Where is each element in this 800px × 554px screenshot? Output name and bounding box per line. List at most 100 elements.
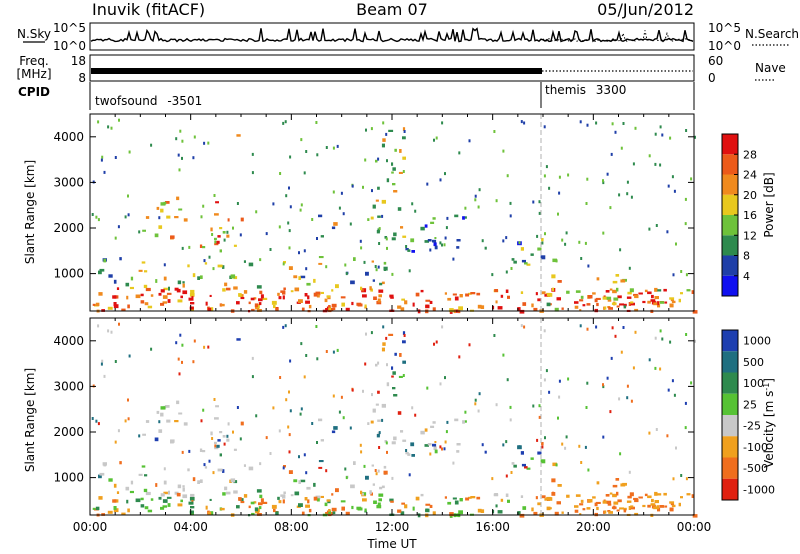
power-cell	[390, 296, 394, 299]
velocity-cell	[300, 479, 306, 483]
power-cell	[517, 307, 521, 311]
power-cell	[397, 305, 402, 309]
power-cell	[220, 303, 225, 307]
velocity-cell	[505, 440, 508, 444]
velocity-cell	[177, 503, 183, 507]
velocity-cell	[197, 480, 200, 484]
velocity-cell	[163, 467, 166, 471]
power-cell	[364, 158, 367, 162]
velocity-cell	[524, 466, 528, 469]
velocity-cell	[367, 422, 370, 425]
velocity-cell	[445, 430, 448, 434]
velocity-cell	[468, 496, 472, 499]
velocity-cell	[579, 513, 582, 516]
velocity-cell	[604, 510, 607, 514]
power-cell	[611, 122, 614, 126]
power-cell	[188, 245, 191, 249]
power-cell	[360, 286, 363, 291]
power-cell	[657, 303, 661, 308]
power-cell	[537, 298, 542, 302]
velocity-cell	[543, 329, 546, 333]
power-cell	[331, 226, 336, 230]
velocity-cell	[505, 474, 508, 478]
velocity-cell	[118, 322, 120, 326]
power-cell	[513, 260, 517, 264]
power-cell	[97, 120, 100, 124]
velocity-cell	[364, 362, 367, 366]
power-panel: 1000 2000 3000 4000 Slant Range [km] 4 8 12 16…	[23, 113, 776, 314]
velocity-cell	[372, 483, 375, 486]
power-cell	[522, 302, 527, 306]
power-cell	[678, 298, 681, 303]
velocity-cell	[170, 439, 175, 443]
power-cell	[375, 199, 379, 202]
velocity-cell	[585, 406, 588, 409]
colorbar-tick-label: 4	[743, 270, 750, 283]
velocity-cell	[470, 496, 476, 499]
power-cell	[215, 201, 219, 204]
velocity-cell	[410, 442, 415, 447]
power-cell	[378, 289, 384, 293]
velocity-cell	[402, 360, 406, 364]
power-cell	[207, 307, 212, 312]
velocity-cell	[655, 428, 658, 431]
velocity-cell	[113, 508, 119, 513]
power-cell	[181, 156, 183, 160]
power-cell	[533, 307, 538, 311]
velocity-cell	[465, 497, 470, 501]
power-cell	[303, 171, 306, 175]
power-cell	[661, 133, 664, 137]
velocity-cell	[332, 394, 335, 398]
power-cell	[168, 286, 170, 291]
power-cell	[156, 206, 160, 210]
colorbar-tick-label: 24	[743, 169, 757, 182]
colorbar-segment	[722, 255, 738, 276]
power-y-axis: 1000 2000 3000 4000	[53, 130, 694, 281]
velocity-cell	[574, 505, 579, 508]
power-cell	[386, 159, 388, 163]
power-cell	[284, 120, 287, 124]
power-cell	[100, 158, 103, 162]
power-cell	[250, 297, 255, 301]
power-cell	[579, 299, 584, 302]
ytick-label: 1000	[53, 471, 84, 485]
velocity-cell	[441, 325, 444, 329]
velocity-cell	[325, 350, 328, 353]
power-cell	[316, 294, 320, 298]
power-cell	[95, 302, 100, 307]
velocity-cell	[351, 388, 354, 392]
ytick-label: 3000	[53, 379, 84, 393]
velocity-cell	[548, 497, 553, 501]
power-cell	[107, 306, 113, 310]
power-cell	[685, 273, 688, 277]
power-scatter-cells	[91, 118, 698, 314]
power-cell	[288, 186, 290, 190]
freq-label: Freq.	[19, 54, 49, 68]
velocity-cell	[305, 504, 310, 508]
power-cell	[114, 156, 117, 159]
power-cell	[177, 153, 180, 157]
power-cell	[150, 294, 154, 297]
power-cell	[556, 297, 561, 301]
power-cell	[336, 144, 339, 148]
velocity-cell	[200, 419, 203, 423]
nsky-label: N.Sky	[17, 27, 51, 41]
power-cell	[500, 294, 504, 298]
velocity-cell	[189, 510, 194, 514]
power-cell	[130, 276, 134, 281]
power-cell	[345, 272, 348, 276]
power-cell	[586, 177, 589, 181]
cpid-program-2-name: themis	[545, 83, 586, 97]
velocity-cell	[181, 343, 184, 347]
power-cell	[680, 270, 683, 273]
power-cell	[574, 301, 579, 304]
power-cell	[214, 237, 217, 240]
colorbar-tick-label: 1000	[743, 335, 771, 348]
velocity-cell	[203, 345, 206, 349]
power-cell	[385, 237, 388, 241]
power-cell	[443, 243, 446, 247]
velocity-cell	[602, 435, 605, 439]
velocity-cell	[381, 403, 386, 408]
power-cell	[657, 289, 662, 292]
velocity-cell	[282, 325, 285, 329]
